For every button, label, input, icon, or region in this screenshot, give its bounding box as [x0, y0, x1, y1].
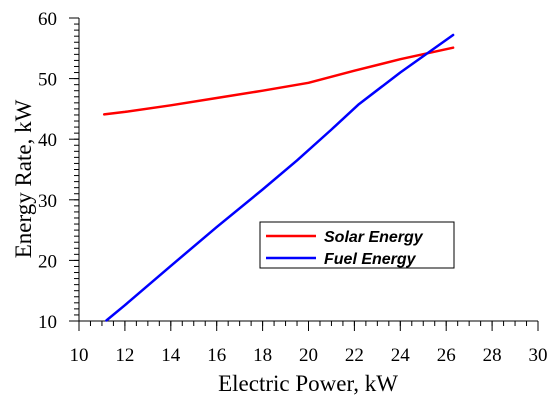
x-axis-tick-labels: 10 12 14 16 18 20 22 24 26 28 30: [70, 345, 548, 366]
legend: Solar Energy Fuel Energy: [259, 221, 455, 269]
y-tick-label: 60: [38, 9, 57, 30]
series-line-solar-energy: [102, 46, 455, 116]
legend-label: Fuel Energy: [324, 251, 417, 268]
x-tick-label: 24: [391, 345, 411, 366]
y-axis-tick-labels: 10 20 30 40 50 60: [38, 9, 57, 333]
legend-label: Solar Energy: [324, 229, 424, 246]
y-axis-minor-ticks: [74, 17, 79, 322]
x-tick-label: 16: [207, 345, 226, 366]
x-tick-label: 18: [253, 345, 272, 366]
series-line-fuel-energy: [105, 33, 455, 322]
y-axis-major-ticks: [69, 17, 79, 322]
series-lines: [102, 33, 455, 322]
x-tick-label: 28: [483, 345, 502, 366]
y-tick-label: 40: [38, 130, 57, 151]
x-tick-label: 30: [529, 345, 548, 366]
y-tick-label: 50: [38, 70, 57, 91]
legend-box: [259, 221, 455, 269]
x-axis-title: Electric Power, kW: [218, 371, 398, 396]
x-tick-label: 14: [161, 345, 181, 366]
x-tick-label: 10: [70, 345, 89, 366]
y-tick-label: 30: [38, 191, 57, 212]
y-tick-label: 10: [38, 312, 57, 333]
x-tick-label: 22: [345, 345, 364, 366]
x-tick-label: 26: [437, 345, 456, 366]
x-tick-label: 12: [115, 345, 134, 366]
x-axis-major-ticks: [78, 321, 539, 331]
y-axis-title: Energy Rate, kW: [11, 99, 36, 258]
x-tick-label: 20: [299, 345, 318, 366]
y-tick-label: 20: [38, 251, 57, 272]
